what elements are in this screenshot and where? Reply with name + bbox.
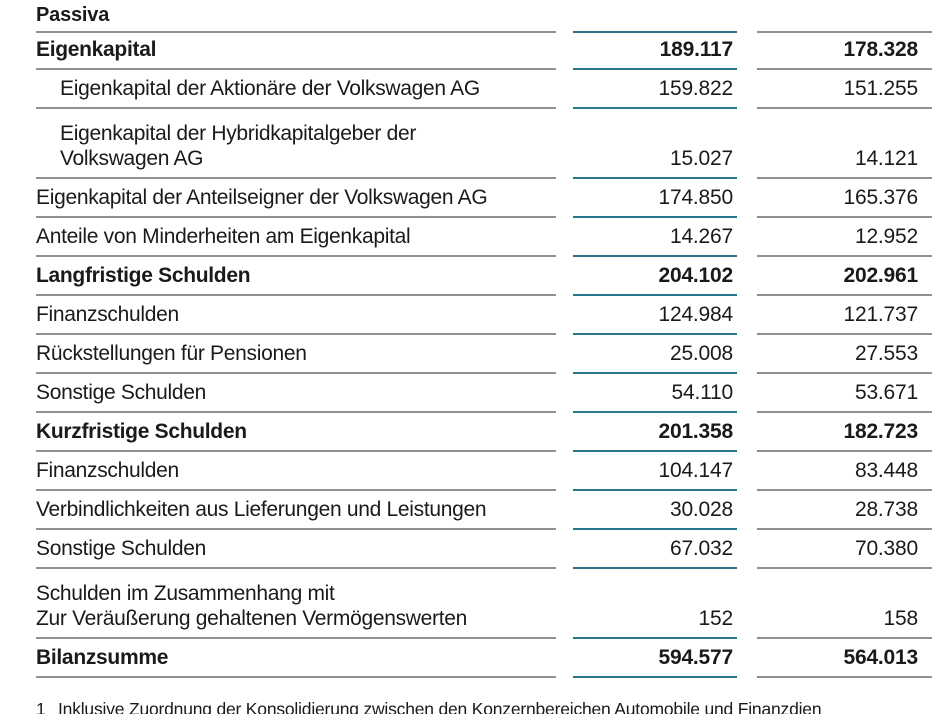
row-value-col2: 28.738	[757, 491, 932, 530]
column-gap	[737, 639, 757, 678]
row-label: Anteile von Minderheiten am Eigenkapital	[36, 218, 556, 257]
row-label: Kurzfristige Schulden	[36, 413, 556, 452]
table-row: Sonstige Schulden 67.032 70.380	[36, 530, 932, 569]
column-gap	[737, 179, 757, 218]
column-gap	[556, 296, 573, 335]
table-row: Eigenkapital der Aktionäre der Volkswage…	[36, 70, 932, 109]
column-gap	[556, 639, 573, 678]
column-gap	[737, 70, 757, 109]
table-row: Anteile von Minderheiten am Eigenkapital…	[36, 218, 932, 257]
column-gap	[556, 70, 573, 109]
column-gap	[737, 491, 757, 530]
row-value-col2: 83.448	[757, 452, 932, 491]
row-value-col2: 53.671	[757, 374, 932, 413]
row-value-col2: 151.255	[757, 70, 932, 109]
row-label: Schulden im Zusammenhang mit Zur Veräuße…	[36, 569, 556, 639]
column-gap	[556, 374, 573, 413]
column-gap	[556, 218, 573, 257]
row-value-col1: 14.267	[573, 218, 737, 257]
row-value-col2: 27.553	[757, 335, 932, 374]
row-label: Eigenkapital der Aktionäre der Volkswage…	[36, 70, 556, 109]
footnote: 1 Inklusive Zuordnung der Konsolidierung…	[36, 698, 932, 714]
table-row: Eigenkapital der Hybridkapitalgeber der …	[36, 109, 932, 179]
column-gap	[556, 569, 573, 639]
row-label: Sonstige Schulden	[36, 374, 556, 413]
column-gap	[556, 335, 573, 374]
column-gap	[737, 530, 757, 569]
row-value-col2: 158	[757, 569, 932, 639]
row-label: Rückstellungen für Pensionen	[36, 335, 556, 374]
table-row: Bilanzsumme 594.577 564.013	[36, 639, 932, 678]
column-gap	[737, 31, 757, 70]
row-value-col2: 70.380	[757, 530, 932, 569]
column-gap	[737, 335, 757, 374]
row-value-col2: 165.376	[757, 179, 932, 218]
table-row: Rückstellungen für Pensionen 25.008 27.5…	[36, 335, 932, 374]
table-row: Eigenkapital der Anteilseigner der Volks…	[36, 179, 932, 218]
table-row: Langfristige Schulden 204.102 202.961	[36, 257, 932, 296]
row-value-col1: 67.032	[573, 530, 737, 569]
row-label: Finanzschulden	[36, 452, 556, 491]
row-value-col2: 121.737	[757, 296, 932, 335]
row-value-col1: 174.850	[573, 179, 737, 218]
row-value-col2: 182.723	[757, 413, 932, 452]
row-value-col2: 178.328	[757, 31, 932, 70]
column-gap	[737, 374, 757, 413]
row-value-col1: 204.102	[573, 257, 737, 296]
column-gap	[737, 109, 757, 179]
column-gap	[737, 452, 757, 491]
column-gap	[737, 257, 757, 296]
row-value-col1: 30.028	[573, 491, 737, 530]
row-label: Bilanzsumme	[36, 639, 556, 678]
row-value-col2: 202.961	[757, 257, 932, 296]
row-value-col1: 189.117	[573, 31, 737, 70]
column-gap	[556, 31, 573, 70]
row-value-col2: 14.121	[757, 109, 932, 179]
row-value-col1: 54.110	[573, 374, 737, 413]
column-gap	[556, 179, 573, 218]
table-row: Eigenkapital 189.117 178.328	[36, 31, 932, 70]
column-gap	[556, 257, 573, 296]
table-row: Finanzschulden 104.147 83.448	[36, 452, 932, 491]
row-label: Eigenkapital der Anteilseigner der Volks…	[36, 179, 556, 218]
page-title: Passiva	[36, 4, 110, 26]
row-label: Verbindlichkeiten aus Lieferungen und Le…	[36, 491, 556, 530]
row-value-col1: 15.027	[573, 109, 737, 179]
row-value-col1: 104.147	[573, 452, 737, 491]
table-row: Sonstige Schulden 54.110 53.671	[36, 374, 932, 413]
column-gap	[556, 491, 573, 530]
row-value-col2: 12.952	[757, 218, 932, 257]
table-row: Schulden im Zusammenhang mit Zur Veräuße…	[36, 569, 932, 639]
table-row: Verbindlichkeiten aus Lieferungen und Le…	[36, 491, 932, 530]
table-row: Finanzschulden 124.984 121.737	[36, 296, 932, 335]
column-gap	[556, 530, 573, 569]
row-value-col1: 25.008	[573, 335, 737, 374]
footnote-text: Inklusive Zuordnung der Konsolidierung z…	[58, 699, 822, 714]
row-value-col1: 124.984	[573, 296, 737, 335]
column-gap	[737, 413, 757, 452]
row-value-col1: 594.577	[573, 639, 737, 678]
column-gap	[556, 452, 573, 491]
row-value-col1: 152	[573, 569, 737, 639]
balance-table: Eigenkapital 189.117 178.328 Eigenkapita…	[36, 31, 932, 678]
row-label: Eigenkapital	[36, 31, 556, 70]
row-label: Sonstige Schulden	[36, 530, 556, 569]
table-row: Kurzfristige Schulden 201.358 182.723	[36, 413, 932, 452]
column-gap	[556, 109, 573, 179]
row-label: Eigenkapital der Hybridkapitalgeber der …	[36, 109, 556, 179]
row-value-col1: 201.358	[573, 413, 737, 452]
row-value-col1: 159.822	[573, 70, 737, 109]
row-label: Langfristige Schulden	[36, 257, 556, 296]
row-value-col2: 564.013	[757, 639, 932, 678]
column-gap	[737, 218, 757, 257]
footnote-number: 1	[36, 699, 46, 714]
column-gap	[737, 296, 757, 335]
column-gap	[737, 569, 757, 639]
row-label: Finanzschulden	[36, 296, 556, 335]
column-gap	[556, 413, 573, 452]
